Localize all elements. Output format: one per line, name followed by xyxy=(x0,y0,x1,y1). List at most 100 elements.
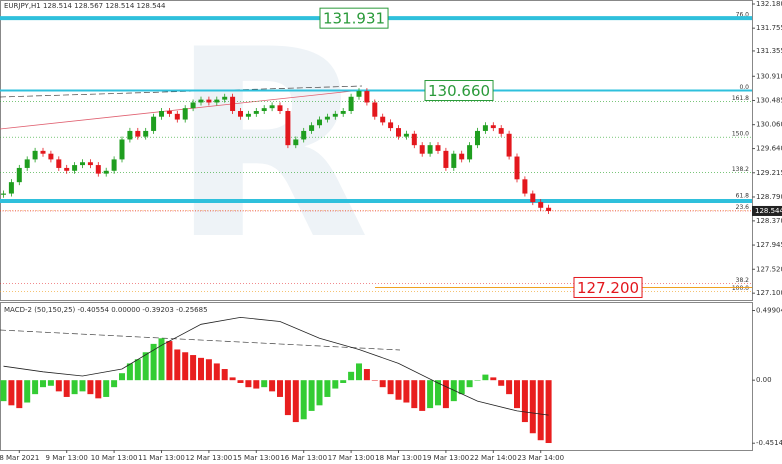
histogram-bar xyxy=(427,380,434,409)
x-tick-label: 23 Mar 14:00 xyxy=(517,454,564,462)
x-tick-label: 8 Mar 2021 xyxy=(0,454,39,462)
histogram-bar xyxy=(253,380,260,389)
candle xyxy=(498,128,504,134)
histogram-bar xyxy=(205,359,212,381)
histogram-bar xyxy=(79,380,86,392)
histogram-bar xyxy=(237,380,244,383)
candle xyxy=(269,105,275,109)
candle xyxy=(80,162,85,166)
candle xyxy=(159,111,164,117)
y-tick-label: 129.215 xyxy=(756,169,782,177)
candle xyxy=(182,108,188,120)
histogram-bar xyxy=(340,380,347,383)
histogram-bar xyxy=(95,380,102,399)
x-tick-label: 19 Mar 13:00 xyxy=(423,454,470,462)
candle xyxy=(72,165,78,171)
histogram-bar xyxy=(150,343,157,381)
histogram-bar xyxy=(545,380,552,444)
y-tick-label: -0.45146 xyxy=(756,439,782,447)
histogram-bar xyxy=(474,380,481,381)
candle xyxy=(40,150,46,154)
histogram-bar xyxy=(379,380,386,388)
x-tick-label: 11 Mar 13:00 xyxy=(138,454,185,462)
candle xyxy=(380,116,386,123)
histogram-bar xyxy=(119,373,125,381)
candle xyxy=(103,170,109,174)
histogram-bar xyxy=(47,380,54,386)
candle xyxy=(482,125,488,131)
candle xyxy=(174,113,180,120)
candle xyxy=(198,99,204,103)
level-label: 130.660 xyxy=(428,82,490,100)
candle xyxy=(490,125,496,129)
candle xyxy=(293,139,299,146)
y-tick-label: 0.00 xyxy=(756,376,772,384)
histogram-bar xyxy=(71,380,78,395)
histogram-bar xyxy=(395,380,402,400)
level-box xyxy=(319,7,389,29)
histogram-bar xyxy=(63,380,70,397)
histogram-bar xyxy=(356,363,362,381)
candle xyxy=(24,159,30,168)
histogram-bar xyxy=(166,341,173,381)
candle xyxy=(411,133,417,146)
histogram-bar xyxy=(419,380,426,411)
histogram-bar xyxy=(111,380,118,388)
histogram-bar xyxy=(490,377,497,381)
candle xyxy=(403,133,409,137)
histogram-bar xyxy=(466,380,473,388)
x-tick-label: 15 Mar 13:00 xyxy=(233,454,280,462)
histogram-bar xyxy=(134,359,141,381)
candle xyxy=(190,102,196,109)
level-box xyxy=(424,80,494,102)
candle xyxy=(475,130,480,146)
candle xyxy=(56,159,62,168)
candle xyxy=(309,125,315,131)
level-box xyxy=(573,276,643,298)
candle xyxy=(230,96,236,112)
histogram-bar xyxy=(142,352,149,381)
histogram-bar xyxy=(521,380,528,423)
histogram-bar xyxy=(292,380,299,423)
candle xyxy=(166,111,172,114)
candle xyxy=(546,207,552,211)
y-tick-label: 132.180 xyxy=(756,0,782,8)
x-tick-label: 9 Mar 13:00 xyxy=(46,454,88,462)
x-tick-label: 12 Mar 13:00 xyxy=(186,454,233,462)
candle xyxy=(222,96,228,100)
histogram-bar xyxy=(435,380,441,406)
candle xyxy=(419,145,425,154)
macd-panel xyxy=(0,302,753,451)
candle xyxy=(522,179,528,194)
histogram-bar xyxy=(190,355,197,381)
histogram-bar xyxy=(158,338,165,381)
histogram-bar xyxy=(126,363,133,381)
histogram-bar xyxy=(371,380,378,381)
macd-line xyxy=(3,316,549,416)
candle xyxy=(143,130,149,137)
candle xyxy=(538,202,544,208)
fib-label: 38.2 xyxy=(736,277,750,284)
candle xyxy=(64,167,70,171)
histogram-bar xyxy=(87,380,94,395)
watermark: R xyxy=(170,0,370,297)
histogram-bar xyxy=(506,380,513,395)
y-tick-label: 130.060 xyxy=(756,121,782,129)
histogram-bar xyxy=(32,380,39,395)
histogram-bar xyxy=(316,380,323,406)
histogram-bar xyxy=(442,380,449,409)
symbol-header: EURJPY,H1 128.514 128.567 128.514 128.54… xyxy=(4,2,166,10)
histogram-bar xyxy=(403,380,410,403)
candle xyxy=(459,153,465,160)
histogram-bar xyxy=(261,380,268,388)
candle xyxy=(467,145,473,160)
candle xyxy=(119,139,125,160)
histogram-bar xyxy=(8,380,15,406)
histogram-bar xyxy=(55,380,62,392)
histogram-bar xyxy=(103,380,110,397)
histogram-bar xyxy=(213,363,220,381)
candle xyxy=(206,99,212,103)
candle xyxy=(1,193,6,195)
candle xyxy=(530,193,536,203)
